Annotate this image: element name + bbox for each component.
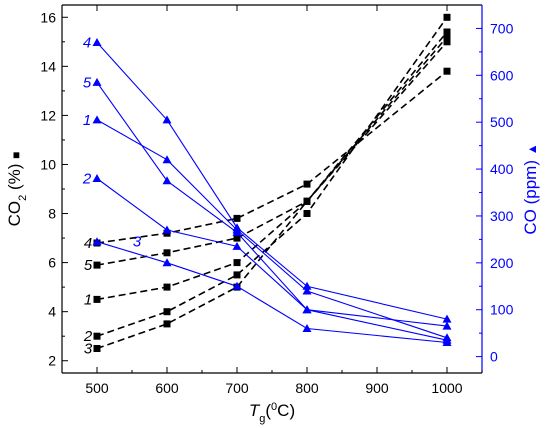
co2-series-2-point [443, 13, 451, 21]
y-left-tick-label: 14 [40, 58, 56, 74]
y-left-tick-label: 6 [48, 255, 56, 271]
x-tick-label: 800 [295, 380, 319, 396]
co-series-1-line [96, 119, 448, 339]
y-right-tick-label: 500 [490, 114, 514, 130]
co2-series-label: 2 [83, 328, 93, 345]
y-left-tick-label: 12 [40, 107, 56, 123]
co2-series-1-point [443, 33, 451, 41]
co-series-4-point [232, 223, 242, 232]
co2-series-3-line [96, 41, 448, 350]
co2-series-2-point [233, 271, 241, 279]
y-right-tick-label: 300 [490, 208, 514, 224]
co-series-1-point [162, 155, 172, 164]
co2-series-5-point [93, 261, 101, 269]
co-series-3-point [162, 258, 172, 267]
y-right-tick-label: 700 [490, 20, 514, 36]
co-series-5-point [92, 77, 102, 86]
co-series-label: 2 [82, 171, 92, 188]
x-axis-title: Tg(0C) [249, 401, 295, 425]
co-series-3-point [92, 237, 102, 246]
co2-series-label: 3 [84, 341, 93, 358]
co-series-4-point [92, 38, 102, 46]
y-left-tick-label: 16 [40, 9, 56, 25]
co-series-2-point [232, 241, 242, 250]
co2-series-5-point [163, 249, 171, 257]
co2-series-2-point [163, 308, 171, 316]
co2-series-4-line [96, 70, 448, 244]
co-series-4-point [442, 314, 452, 323]
co2-series-5-point [233, 234, 241, 242]
co-series-5-point [232, 227, 242, 236]
co2-series-1-point [93, 295, 101, 303]
x-tick-label: 600 [155, 380, 179, 396]
x-tick-label: 700 [225, 380, 249, 396]
co-series-5-point [162, 176, 172, 185]
co2-series-5-point [443, 28, 451, 36]
y-right-tick-label: 200 [490, 255, 514, 271]
y-right-axis-title: CO (ppm) ▲ [521, 143, 540, 234]
y-left-tick-label: 10 [40, 156, 56, 172]
y-left-tick-label: 8 [48, 206, 56, 222]
co2-series-label: 5 [84, 257, 93, 274]
co-series-label: 3 [133, 234, 142, 251]
co2-series-label: 1 [84, 291, 92, 308]
y-left-tick-label: 2 [48, 353, 56, 369]
co2-series-5-line [96, 31, 448, 266]
x-tick-label: 1000 [431, 380, 462, 396]
co-series-5-point [302, 305, 312, 314]
co2-series-3-point [93, 345, 101, 352]
co2-series-4-point [443, 67, 451, 75]
co-series-5-point [442, 321, 452, 330]
y-left-tick-label: 4 [48, 304, 56, 320]
co2-series-4-point [233, 214, 241, 222]
co2-series-5-point [303, 197, 311, 205]
co-series-3-point [232, 281, 242, 290]
co-series-4-point [302, 281, 312, 290]
co2-series-2-line [96, 16, 448, 337]
co-series-label: 1 [83, 112, 91, 129]
co2-series-2-point [93, 332, 101, 340]
y-right-tick-label: 600 [490, 67, 514, 83]
co-series-4-point [162, 115, 172, 124]
co-series-2-line [96, 178, 448, 341]
co-series-2-point [92, 174, 102, 182]
co-series-3-point [442, 338, 452, 346]
y-left-axis-title: CO2 (%) ■ [5, 152, 29, 227]
y-right-tick-label: 100 [490, 302, 514, 318]
co2-series-1-point [163, 283, 171, 291]
co-series-1-point [302, 286, 312, 295]
co2-series-3-point [443, 38, 451, 46]
co-series-label: 5 [83, 74, 92, 91]
co-series-1-point [92, 115, 102, 124]
co-series-5-line [96, 82, 448, 327]
x-tick-label: 500 [85, 380, 109, 396]
x-tick-label: 900 [365, 380, 389, 396]
co2-series-1-point [233, 259, 241, 267]
y-right-tick-label: 400 [490, 161, 514, 177]
co2-series-3-point [163, 320, 171, 328]
co-series-3-point [302, 324, 312, 332]
co-series-2-point [162, 225, 172, 234]
co2-series-4-point [303, 180, 311, 188]
co2-series-label: 4 [84, 235, 92, 252]
co2-series-2-point [303, 210, 311, 217]
co-series-label: 4 [83, 35, 91, 52]
y-right-tick-label: 0 [490, 349, 498, 365]
